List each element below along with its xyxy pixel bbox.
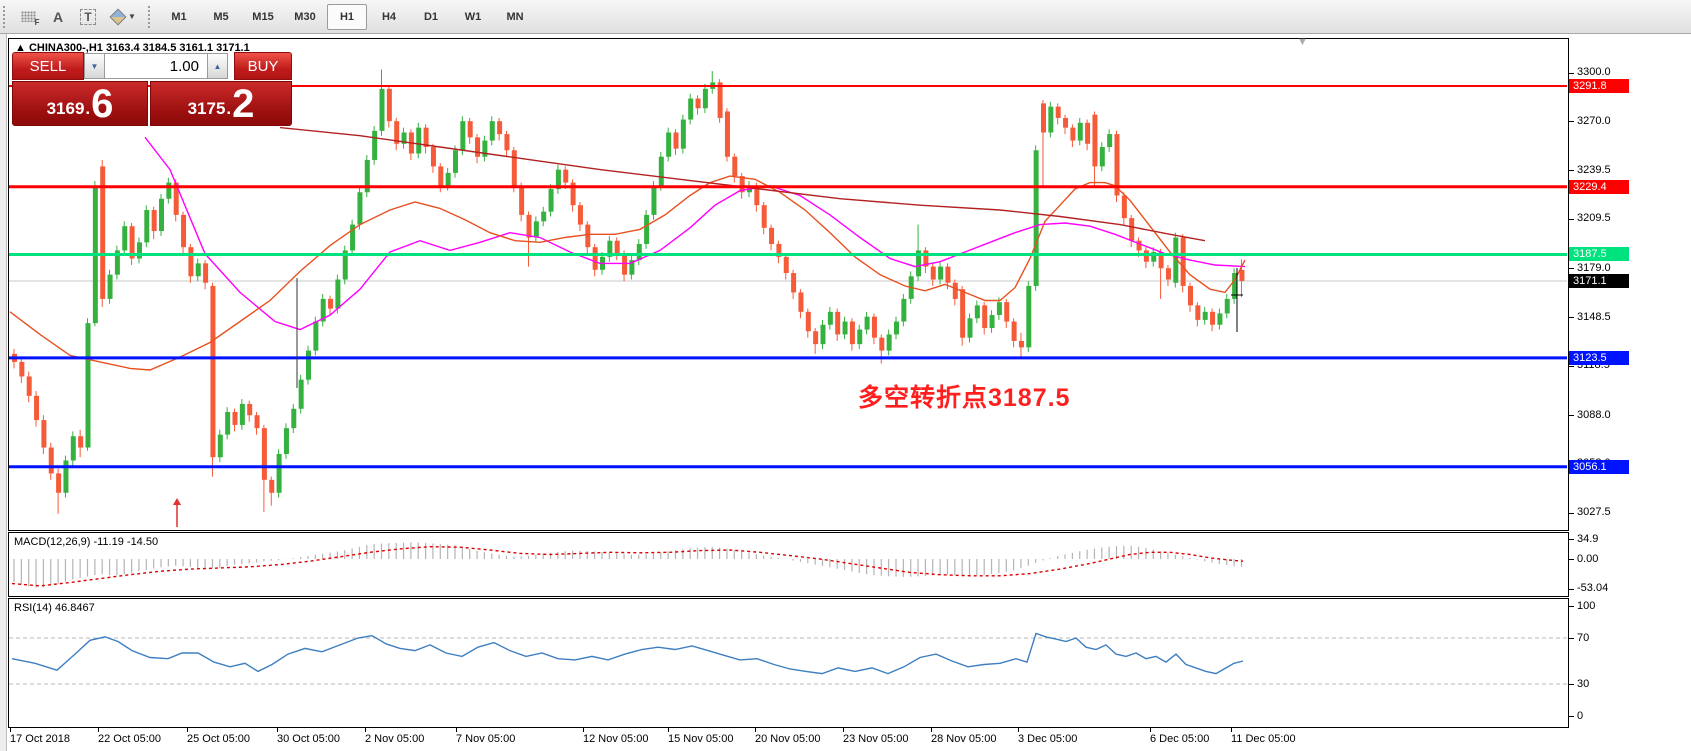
macd-pane[interactable] [8, 532, 1569, 597]
timeframe-button-w1[interactable]: W1 [464, 10, 482, 23]
toolbar-icon-group: F A T ▼ [13, 5, 145, 29]
font-tool-icon[interactable]: A [52, 8, 64, 25]
timeframe-button-h4[interactable]: H4 [381, 10, 397, 23]
dropdown-arrow-icon[interactable]: ▼ [128, 12, 136, 21]
sell-button[interactable]: SELL [12, 52, 84, 80]
diamond-glyph [109, 8, 127, 25]
timeframe-button-m15[interactable]: M15 [252, 10, 274, 23]
timeframe-button-m1[interactable]: M1 [171, 10, 187, 23]
one-click-trade-panel: SELL ▼ ▲ BUY 3169 . 6 3175 . 2 [12, 52, 292, 126]
sell-price-pips: 6 [91, 82, 114, 126]
volume-stepper: ▼ ▲ [84, 53, 228, 79]
chart-template-icon[interactable]: F [14, 5, 42, 29]
t-glyph: T [80, 8, 96, 25]
window-left-edge [0, 34, 7, 751]
volume-decrease-icon[interactable]: ▼ [84, 53, 105, 79]
timeframe-button-m5[interactable]: M5 [213, 10, 229, 23]
draw-objects-icon[interactable]: ▼ [104, 5, 144, 29]
buy-price-dot: . [226, 99, 232, 118]
volume-increase-icon[interactable]: ▲ [207, 53, 228, 79]
timeframe-group: M1 M5 M15 M30 H1 H4 D1 W1 MN [158, 3, 536, 30]
volume-input[interactable] [105, 53, 207, 79]
timeframe-button-mn[interactable]: MN [506, 10, 524, 23]
timeframe-button-d1[interactable]: D1 [423, 10, 439, 23]
timeframe-button-m30[interactable]: M30 [294, 10, 316, 23]
toolbar-separator [148, 5, 155, 28]
dot-grid-glyph: F [20, 11, 40, 27]
buy-price-pips: 2 [232, 82, 255, 126]
text-tool-icon[interactable]: T [74, 5, 102, 29]
timeframe-button-h1[interactable]: H1 [327, 3, 367, 30]
sell-price-dot: . [85, 99, 91, 118]
buy-button[interactable]: BUY [234, 52, 292, 80]
rsi-pane[interactable] [8, 598, 1569, 728]
toolbar-grip [3, 5, 10, 28]
buy-price-display[interactable]: 3175 . 2 [150, 81, 292, 126]
buy-price-main: 3175 [187, 99, 226, 118]
toolbar: F A T ▼ M1 M5 M15 M30 H1 H4 D1 W1 MN [0, 0, 1691, 34]
sell-price-display[interactable]: 3169 . 6 [12, 81, 148, 126]
sell-price-main: 3169 [46, 99, 85, 118]
